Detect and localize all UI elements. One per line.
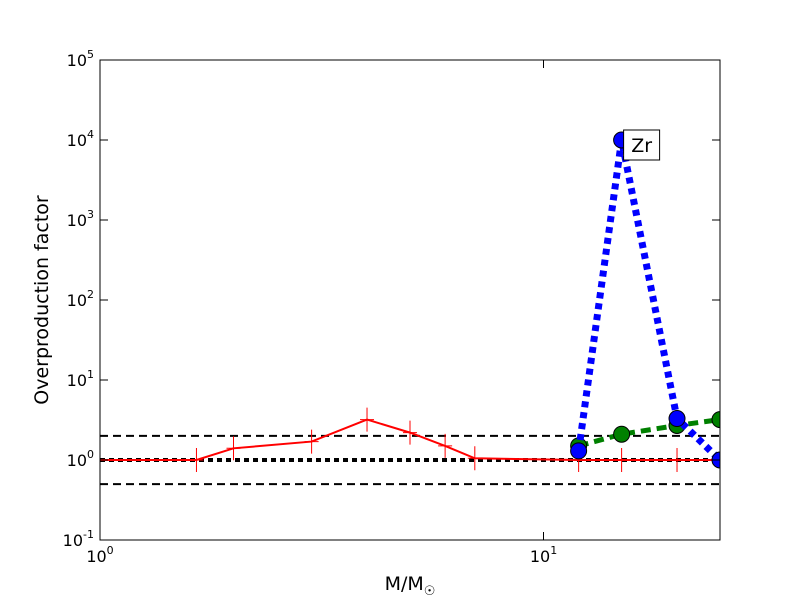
- data-point: [670, 448, 685, 472]
- data-point: [570, 442, 588, 460]
- data-point: [613, 425, 631, 443]
- y-tick-label: 101: [67, 368, 94, 390]
- data-point: [226, 436, 241, 461]
- annotation-box: [623, 129, 661, 161]
- data-point: [467, 446, 482, 471]
- y-tick-label: 100: [67, 448, 94, 470]
- y-tick-label: 102: [67, 288, 94, 310]
- annotation: Zr: [631, 135, 652, 157]
- data-point: [403, 420, 417, 445]
- y-tick-label: 104: [67, 128, 94, 150]
- x-tick-label: 101: [530, 544, 557, 566]
- y-tick-label: 103: [67, 208, 94, 230]
- data-point: [189, 448, 204, 472]
- series-line: [575, 139, 720, 463]
- series-line: [100, 418, 720, 461]
- data-point: [614, 448, 629, 472]
- plot-area: [100, 131, 720, 486]
- y-tick-label: 10-1: [63, 528, 94, 550]
- plot-frame: [99, 59, 721, 541]
- y-axis-label: Overproduction factor: [31, 195, 53, 405]
- data-point: [360, 407, 375, 432]
- y-tick-label: 105: [67, 48, 94, 70]
- data-point: [304, 429, 319, 454]
- x-tick-label: 100: [86, 544, 113, 566]
- data-point: [711, 411, 720, 429]
- x-axis-label: M/M☉: [385, 573, 436, 599]
- data-point: [438, 433, 453, 458]
- data-point: [668, 410, 686, 428]
- series-line: [577, 417, 720, 449]
